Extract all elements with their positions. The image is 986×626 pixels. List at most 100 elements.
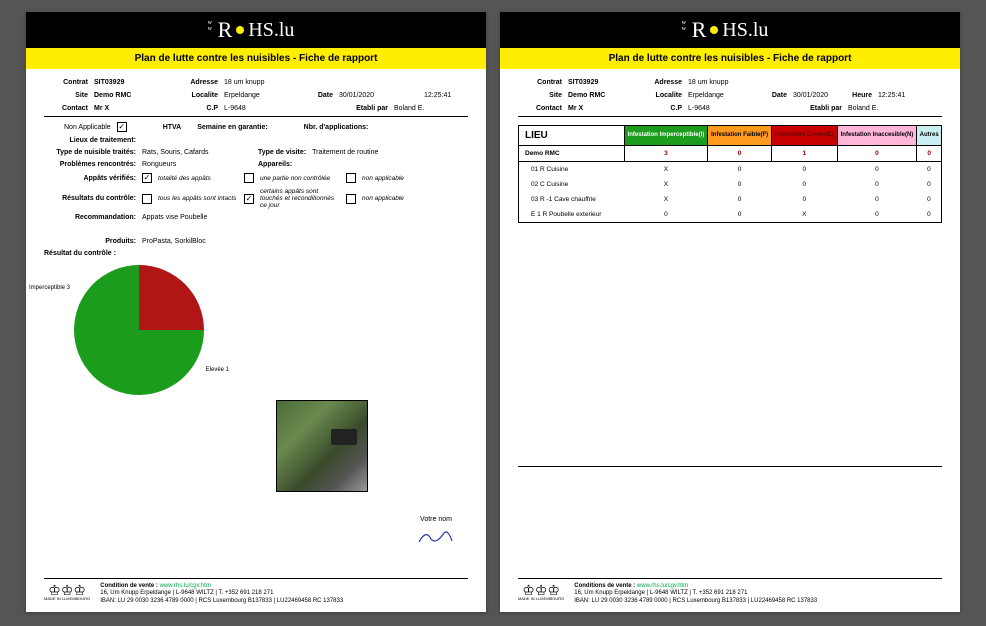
site-label: Site xyxy=(44,92,94,99)
appats-cb3[interactable] xyxy=(346,173,356,183)
row-name: E 1 R Poubelle exterieur xyxy=(519,207,625,223)
site-value: Demo RMC xyxy=(94,92,174,99)
type-visite-value: Traitement de routine xyxy=(312,149,378,156)
contrat-value: SIT03929 xyxy=(94,79,174,86)
pie-label-0: Imperceptible 3 xyxy=(29,285,70,291)
signature-icon xyxy=(416,527,456,547)
pie-chart: Imperceptible 3 Elevée 1 xyxy=(74,265,204,395)
contact-value: Mr X xyxy=(94,105,174,112)
adresse-value: 18 um knupp xyxy=(224,79,294,86)
table-col-header: Infestation Faible(F) xyxy=(708,126,772,146)
res-cb1[interactable] xyxy=(142,194,152,204)
row-cell: 0 xyxy=(837,207,917,223)
row-cell: 0 xyxy=(837,177,917,192)
row-cell: 0 xyxy=(917,192,942,207)
lieu-table: LIEU Infestation Imperceptible(I)Infesta… xyxy=(518,125,942,223)
lieux-label: Lieux de traitement: xyxy=(44,137,136,144)
produits-label: Produits: xyxy=(44,238,136,245)
row-cell: X xyxy=(624,162,708,178)
row-cell: 0 xyxy=(837,192,917,207)
appats-opt1: totalité des appâts xyxy=(158,175,238,182)
brand-logo: R HS.lu xyxy=(692,17,769,43)
row-name: 02 C Cuisine xyxy=(519,177,625,192)
header-info-grid: Contrat SIT03929 Adresse 18 um knupp Sit… xyxy=(518,79,942,112)
type-nuisible-label: Type de nuisible traités: xyxy=(44,149,136,156)
appats-cb2[interactable] xyxy=(244,173,254,183)
etabli-label: Etabli par xyxy=(294,105,394,112)
row-cell: 0 xyxy=(708,177,772,192)
cp-value: L-9648 xyxy=(224,105,294,112)
row-cell: 0 xyxy=(708,162,772,178)
footer: ♔♔♔MADE IN LUXEMBOURG Conditions de vent… xyxy=(518,578,942,606)
appats-opt3: non applicable xyxy=(362,175,468,182)
header-info-grid: Contrat SIT03929 Adresse 18 um knupp Sit… xyxy=(44,79,468,112)
table-col-header: Infestation Imperceptible(I) xyxy=(624,126,708,146)
report-page-2: R HS.lu Plan de lutte contre les nuisibl… xyxy=(500,12,960,612)
report-title: Plan de lutte contre les nuisibles - Fic… xyxy=(26,48,486,69)
recomm-label: Recommandation: xyxy=(44,214,136,221)
row-cell: 0 xyxy=(917,177,942,192)
date-value: 30/01/2020 xyxy=(339,92,394,99)
date-label: Date xyxy=(294,92,339,99)
res-cb3[interactable] xyxy=(346,194,356,204)
footer-text: Condition de vente : www.rhs.lu/cgv.htm … xyxy=(100,583,343,606)
summary-cell: 3 xyxy=(624,146,708,162)
row-cell: 0 xyxy=(771,162,837,178)
row-cell: 0 xyxy=(708,207,772,223)
report-page-1: R HS.lu Plan de lutte contre les nuisibl… xyxy=(26,12,486,612)
cp-label: C.P xyxy=(174,105,224,112)
na-checkbox[interactable]: ✓ xyxy=(117,122,127,132)
page1-content: Contrat SIT03929 Adresse 18 um knupp Sit… xyxy=(26,69,486,578)
made-in-lux-icon: ♔♔♔MADE IN LUXEMBOURG xyxy=(44,583,90,601)
semaine-label: Semaine en garantie: xyxy=(197,124,267,131)
footer: ♔♔♔MADE IN LUXEMBOURG Condition de vente… xyxy=(44,578,468,606)
res-opt2: certains appâts sont touchés et recondit… xyxy=(260,188,340,209)
row-cell: X xyxy=(771,207,837,223)
na-label: Non Applicable xyxy=(64,124,111,131)
brand-header: R HS.lu xyxy=(500,12,960,48)
res-cb2[interactable]: ✓ xyxy=(244,194,254,204)
row-cell: 0 xyxy=(708,192,772,207)
logo-dot-icon xyxy=(710,26,718,34)
row-cell: X xyxy=(624,177,708,192)
votre-nom-label: Votre nom xyxy=(420,516,452,523)
summary-cell: 1 xyxy=(771,146,837,162)
contrat-label: Contrat xyxy=(44,79,94,86)
brand-logo: R HS.lu xyxy=(218,17,295,43)
table-col-header: Infestation Elevée(E) xyxy=(771,126,837,146)
type-nuisible-value: Rats, Souris, Cafards xyxy=(142,149,252,156)
logo-r: R xyxy=(218,17,233,43)
pie-label-1: Elevée 1 xyxy=(206,367,229,373)
time-value: 12:25:41 xyxy=(424,92,464,99)
appats-cb1[interactable]: ✓ xyxy=(142,173,152,183)
row-name: 03 R -1 Cave chauffrie xyxy=(519,192,625,207)
row-cell: 0 xyxy=(917,162,942,178)
row-cell: X xyxy=(624,192,708,207)
row-cell: 0 xyxy=(771,177,837,192)
htva-label: HTVA xyxy=(163,124,182,131)
resultat-ctrl-label: Résultat du contrôle : xyxy=(44,250,116,257)
localite-value: Erpeldange xyxy=(224,92,294,99)
footer-text: Conditions de vente : www.rhs.lu/cgv.htm… xyxy=(574,583,817,606)
table-row: 02 C CuisineX0000 xyxy=(519,177,942,192)
res-opt3: non applicable xyxy=(362,195,468,202)
summary-cell: 0 xyxy=(917,146,942,162)
contact-label: Contact xyxy=(44,105,94,112)
type-visite-label: Type de visite: xyxy=(258,149,306,156)
table-summary-row: Demo RMC 30100 xyxy=(519,146,942,162)
appareils-label: Appareils: xyxy=(258,161,292,168)
table-row: 01 R CuisineX0000 xyxy=(519,162,942,178)
problemes-label: Problèmes rencontrés: xyxy=(44,161,136,168)
logo-dot-icon xyxy=(236,26,244,34)
res-opt1: tous les appâts sont intacts xyxy=(158,195,238,202)
problemes-value: Rongueurs xyxy=(142,161,252,168)
appats-opt2: une partie non contrôlée xyxy=(260,175,340,182)
produits-value: ProPasta, SorkilBloc xyxy=(142,238,206,245)
table-col-header: Infestation Inaccesible(N) xyxy=(837,126,917,146)
report-title: Plan de lutte contre les nuisibles - Fic… xyxy=(500,48,960,69)
appats-label: Appâts vérifiés: xyxy=(44,175,136,182)
table-row: E 1 R Poubelle exterieur00X00 xyxy=(519,207,942,223)
brand-header: R HS.lu xyxy=(26,12,486,48)
row-name: 01 R Cuisine xyxy=(519,162,625,178)
localite-label: Localite xyxy=(174,92,224,99)
